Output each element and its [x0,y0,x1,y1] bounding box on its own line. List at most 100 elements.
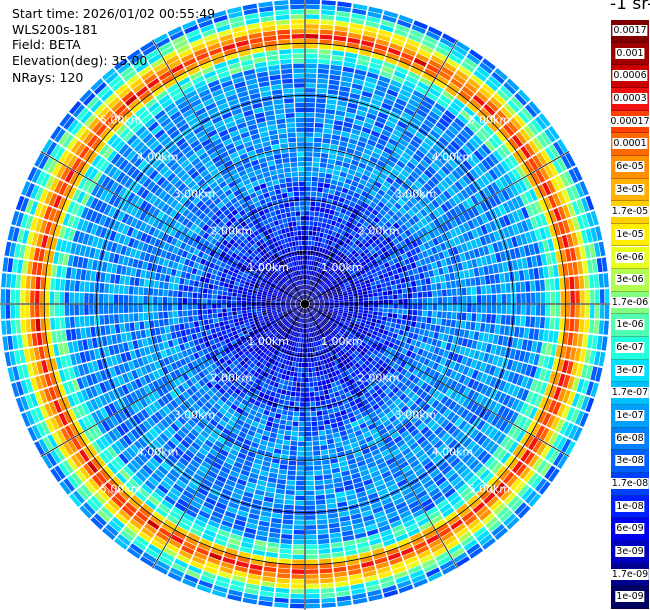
range-gate [305,387,310,392]
range-gate [318,59,330,65]
range-gate [554,278,560,291]
range-gate [309,280,312,285]
range-gate [525,281,531,292]
range-gate [420,173,430,182]
range-gate [323,183,331,189]
range-gate [308,230,313,236]
range-gate [520,163,530,176]
range-gate [383,308,388,313]
range-gate [332,50,345,57]
range-gate [539,167,550,181]
range-gate [363,86,375,94]
range-gate [305,235,309,241]
range-gate [497,335,504,346]
range-gate [533,328,540,341]
range-gate [308,280,310,285]
range-gate [337,313,343,316]
range-gate [365,165,374,173]
range-gate [502,370,511,381]
range-gate [322,276,327,281]
range-gate [430,176,440,186]
range-gate [459,329,465,338]
range-gate [461,243,468,252]
range-gate [500,160,511,173]
range-gate [343,312,348,316]
range-gate [363,276,369,281]
range-gate [305,122,314,128]
range-gate [440,259,447,267]
range-gate [557,236,565,249]
range-gate [381,168,390,176]
range-gate [428,270,435,277]
range-gate [321,592,335,599]
range-gate [355,145,365,153]
range-gate [287,410,294,416]
range-gate [395,262,401,269]
range-gate [383,181,391,189]
range-gate [361,90,373,98]
range-gate [295,495,305,501]
range-gate [305,4,320,10]
range-gate [317,73,329,79]
range-gate [288,381,293,386]
range-gate [268,532,281,539]
radar-ray [309,181,589,303]
range-gate [320,29,333,35]
range-gate [325,288,330,292]
range-gate [432,297,438,304]
range-gate [385,120,396,129]
range-gate [438,348,445,357]
range-gate [498,204,507,216]
range-gate [441,282,447,290]
range-gate [350,230,357,237]
range-gate [349,212,357,219]
range-gate [571,232,579,246]
range-gate [341,268,347,273]
range-gate [351,196,358,203]
range-gate [506,120,519,134]
range-gate [319,440,327,446]
range-gate [373,216,380,224]
range-gate [315,396,320,402]
range-gate [305,48,318,54]
range-gate [384,243,391,251]
range-gate [312,441,320,446]
range-gate [321,290,326,294]
range-gate [305,191,311,196]
range-gate [392,214,400,222]
range-gate [387,116,398,124]
range-gate [363,221,370,228]
range-gate [369,62,382,70]
range-gate [293,534,305,540]
range-gate [450,140,461,151]
range-gate [361,190,369,198]
range-gate [331,134,341,141]
range-gate [290,396,295,402]
range-gate [476,177,486,189]
range-gate [269,411,276,418]
range-gate [368,297,374,301]
range-gate [528,328,535,340]
radar-ray [307,58,496,301]
range-gate [316,371,320,377]
range-gate [307,255,310,260]
range-gate [332,253,337,259]
range-gate [305,294,307,300]
range-gate [310,206,315,211]
range-gate [543,266,549,279]
range-gate [427,304,433,311]
range-gate [439,326,446,334]
range-gate [262,576,276,583]
range-gate [442,311,447,319]
range-gate [393,164,403,173]
range-gate [309,347,313,353]
range-gate [432,304,438,311]
range-gate [460,129,471,140]
range-gate [341,288,347,292]
range-gate [466,102,479,114]
range-gate [313,261,317,266]
range-gate [328,284,334,288]
range-gate [323,419,331,425]
range-gate [432,125,444,136]
range-gate [483,245,490,256]
